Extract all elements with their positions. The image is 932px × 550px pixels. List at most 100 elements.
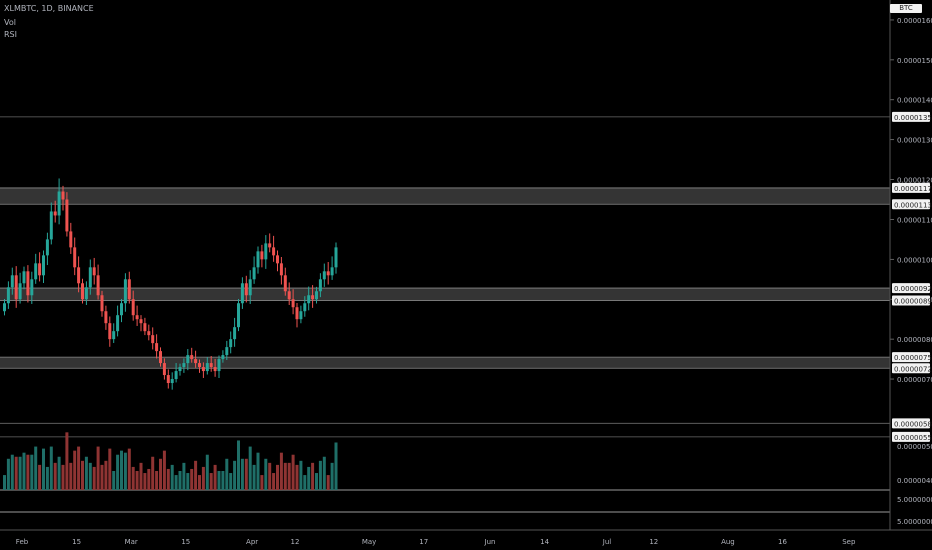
candle-body <box>272 247 276 256</box>
volume-bar <box>217 471 221 490</box>
price-tick-label: 0.00001300 <box>897 137 932 145</box>
price-tick-label: 0.00000800 <box>897 336 932 344</box>
volume-bar <box>88 462 92 490</box>
currency-tag[interactable]: BTC <box>890 4 922 13</box>
level-tag-0: 0.00001357 <box>894 114 932 122</box>
volume-bar <box>256 452 260 490</box>
price-tick-label: 0.00000700 <box>897 376 932 384</box>
zone-top-tag-1: 0.00000928 <box>894 285 932 293</box>
volume-bar <box>178 471 182 490</box>
volume-bar <box>201 466 205 490</box>
candle-body <box>264 243 268 260</box>
volume-bar <box>73 450 77 490</box>
candle-body <box>69 231 73 248</box>
candle-body <box>291 299 295 308</box>
zone-top-tag-0: 0.00001179 <box>894 185 932 193</box>
volume-bar <box>315 473 318 490</box>
candle-body <box>307 295 311 304</box>
volume-bar <box>291 454 295 490</box>
volume-bar <box>120 450 123 490</box>
candle-body <box>159 351 162 364</box>
candle-body <box>311 295 315 300</box>
volume-bar <box>279 452 283 490</box>
symbol-legend[interactable]: XLMBTC, 1D, BINANCE <box>4 4 94 13</box>
candle-body <box>182 363 186 368</box>
candle-body <box>201 367 205 372</box>
volume-bar <box>104 460 108 490</box>
time-axis-label: 16 <box>778 538 787 546</box>
volume-bar <box>260 475 264 490</box>
candle-body <box>155 343 159 352</box>
candle-body <box>233 327 237 340</box>
zone-top-tag-0-bg <box>892 182 930 193</box>
candle-body <box>151 335 155 344</box>
price-tick-label: 0.00001000 <box>897 256 932 264</box>
volume-bar <box>311 462 315 490</box>
zone-bottom-tag-2-bg <box>892 363 930 374</box>
candle-body <box>260 251 264 260</box>
candle-body <box>135 315 139 320</box>
level-tag-2: 0.00000555 <box>894 434 932 442</box>
candle-body <box>190 355 194 360</box>
volume-bar <box>299 460 303 490</box>
volume-bar <box>295 464 299 490</box>
rsi-legend[interactable]: RSI <box>4 30 17 39</box>
volume-bar <box>26 454 30 490</box>
volume-bar <box>229 473 233 490</box>
zone-bottom-tag-0-bg <box>892 199 930 210</box>
candle-body <box>88 267 92 288</box>
volume-bar <box>170 464 174 490</box>
candle-body <box>57 191 61 216</box>
candle-body <box>18 283 22 300</box>
price-tick-label: 0.00001200 <box>897 177 932 185</box>
volume-bar <box>322 456 326 490</box>
volume-bar <box>334 442 338 490</box>
support-resistance-zones <box>0 187 890 369</box>
volume-bar <box>81 460 84 490</box>
candle-body <box>248 279 252 296</box>
candle-body <box>112 331 116 340</box>
time-axis-label: 15 <box>181 538 190 546</box>
candle-body <box>174 371 178 380</box>
candle-body <box>92 267 96 276</box>
volume-bar <box>252 464 256 490</box>
candle-body <box>96 275 100 296</box>
volume-bar <box>18 456 22 490</box>
volume-bar <box>330 462 334 490</box>
volume-bar <box>112 471 116 490</box>
candle-body <box>318 279 322 292</box>
time-axis-label: 12 <box>649 538 658 546</box>
candle-body <box>276 255 279 264</box>
volume-bar <box>135 471 139 490</box>
candle-body <box>3 303 6 312</box>
candle-body <box>240 283 244 304</box>
zone-2 <box>0 357 890 369</box>
level-tag-1-bg <box>892 418 930 429</box>
level-tag-1: 0.00000589 <box>894 420 932 428</box>
candle-body <box>53 211 57 216</box>
candle-body <box>326 271 330 276</box>
volume-bar <box>272 473 276 490</box>
candle-body <box>198 363 201 368</box>
candle-body <box>147 331 151 336</box>
candle-body <box>166 375 170 384</box>
time-axis-label: May <box>362 538 376 546</box>
volume-bar <box>143 473 147 490</box>
volume-bar <box>57 456 61 490</box>
volume-bar <box>233 460 237 490</box>
candle-body <box>205 363 209 372</box>
candle-body <box>34 263 38 280</box>
candle-body <box>26 271 30 296</box>
volume-bar <box>49 446 53 490</box>
volume-bar <box>240 458 244 490</box>
candle-body <box>73 247 77 268</box>
volume-bar <box>182 462 186 490</box>
volume-bar <box>186 473 190 490</box>
candle-body <box>213 367 217 372</box>
candle-body <box>84 287 88 300</box>
volume-bar <box>194 460 198 490</box>
volume-bar <box>213 464 217 490</box>
volume-legend[interactable]: Vol <box>4 18 16 27</box>
